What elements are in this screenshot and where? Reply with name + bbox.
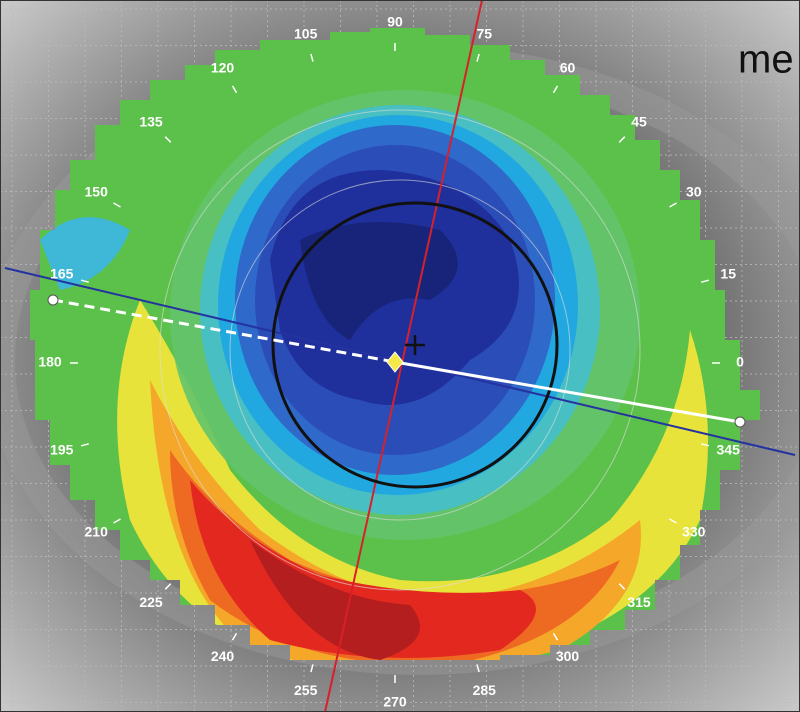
meridian-line [394,360,741,424]
angle-label: 225 [139,594,163,610]
angle-tick [552,632,559,641]
corner-text: me [738,38,794,82]
vertex-marker [386,351,404,373]
angle-tick [552,85,559,94]
angle-tick [113,518,121,524]
angle-label: 150 [85,184,109,200]
angle-label: 90 [387,14,403,30]
angle-tick [231,632,238,641]
angle-tick [310,664,314,673]
angle-label: 105 [294,25,318,41]
angle-label: 60 [560,59,576,75]
angle-tick [80,443,89,447]
angle-label: 75 [477,25,493,41]
angle-label: 165 [50,266,74,282]
pupil-circle [271,201,559,489]
angle-tick [310,53,314,62]
meridian-end [734,416,746,428]
angle-label: 0 [736,354,744,370]
angle-tick [618,583,626,590]
angle-tick [701,279,710,283]
angle-label: 345 [717,442,741,458]
angle-tick [231,85,238,94]
angle-label: 255 [294,682,318,698]
angle-tick [618,136,626,143]
angle-labels: 9075604530150345330315300285270255240225… [38,14,744,710]
meridian-end [47,294,59,306]
angle-label: 240 [211,648,235,664]
angle-tick [80,279,89,283]
center-cross [405,335,425,355]
angle-label: 270 [383,694,407,710]
angle-tick [113,202,121,208]
angle-label: 210 [85,524,109,540]
angle-label: 120 [211,59,235,75]
angle-label: 285 [473,682,497,698]
angle-tick [476,53,480,62]
angle-label: 15 [720,266,736,282]
angle-label: 195 [50,442,74,458]
angle-label: 30 [686,184,702,200]
angle-label: 45 [631,113,647,129]
angle-tick [164,136,172,143]
angle-label: 135 [139,113,163,129]
angle-tick [164,583,172,590]
angle-label: 300 [556,648,580,664]
angle-tick [701,443,710,447]
angle-tick [476,664,480,673]
angle-label: 180 [38,354,62,370]
angle-tick [669,518,677,524]
axis-line [324,0,483,712]
meridian-line [52,298,396,364]
angle-label: 330 [682,524,706,540]
angle-tick [669,202,677,208]
angle-label: 315 [627,594,651,610]
